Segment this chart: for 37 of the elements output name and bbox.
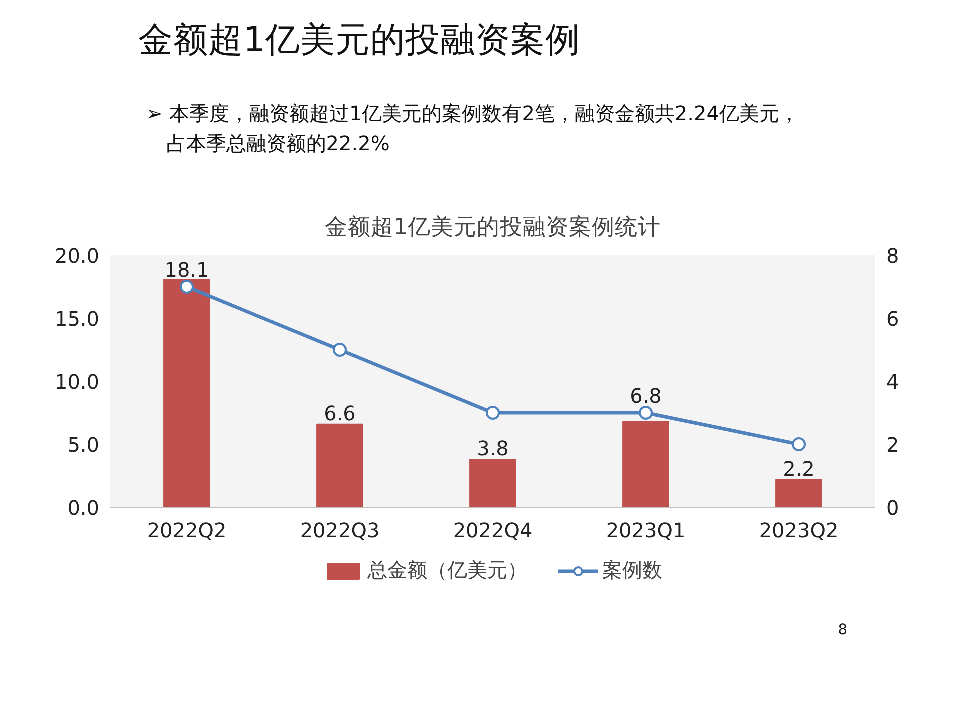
chart-title: 金额超1亿美元的投融资案例统计 <box>324 214 662 240</box>
bar <box>622 421 670 508</box>
point <box>792 438 806 452</box>
y2-tick-label: 0 <box>886 496 900 520</box>
y-tick-label: 5.0 <box>68 433 100 457</box>
x-tick-label: 2022Q3 <box>300 518 380 542</box>
point <box>639 406 653 420</box>
x-tick-label: 2023Q2 <box>759 518 839 542</box>
data-label: 18.1 <box>164 258 210 282</box>
text: 金额超1亿美元的投融资案例 <box>138 20 580 60</box>
y-tick-label: 0.0 <box>68 496 100 520</box>
legend-label: 总金额（亿美元） <box>368 557 528 584</box>
bar <box>164 278 210 508</box>
y2-tick-label: 2 <box>886 433 900 457</box>
y2-tick-label: 8 <box>886 244 900 268</box>
text: 8 <box>838 622 848 638</box>
y-tick-label: 20.0 <box>54 244 100 268</box>
point <box>180 280 194 294</box>
y2-tick-label: 6 <box>886 307 900 331</box>
point <box>486 406 500 420</box>
text: ➢ 本季度，融资额超过1亿美元的案例数有2笔，融资金额共2.24亿美元， <box>146 102 800 126</box>
x-tick-label: 2022Q2 <box>147 518 227 542</box>
point <box>333 343 347 357</box>
data-label: 2.2 <box>783 456 815 481</box>
x-tick-label: 2023Q1 <box>606 518 686 542</box>
bar <box>316 424 364 508</box>
x-tick-label: 2022Q4 <box>453 518 533 542</box>
text: 占本季总融资额的22.2% <box>166 132 390 156</box>
bar <box>470 459 516 508</box>
data-label: 6.6 <box>324 401 356 426</box>
y-tick-label: 10.0 <box>54 370 100 394</box>
bar <box>776 479 822 508</box>
legend-label: 案例数 <box>602 557 662 584</box>
y-tick-label: 15.0 <box>54 307 100 331</box>
y2-tick-label: 4 <box>886 370 900 394</box>
data-label: 3.8 <box>477 436 509 461</box>
data-label: 6.8 <box>630 384 662 408</box>
